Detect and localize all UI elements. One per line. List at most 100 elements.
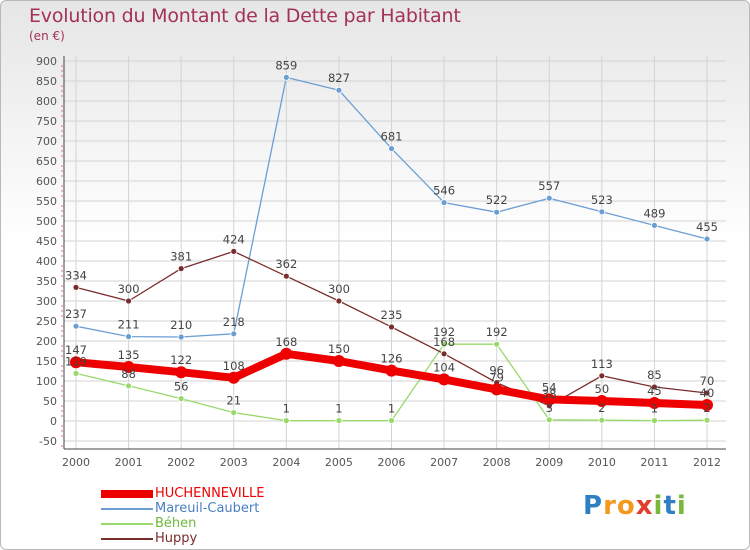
data-label: 40 xyxy=(700,386,715,400)
data-point xyxy=(493,208,501,216)
y-tick-label: 750 xyxy=(36,115,57,128)
data-label: 56 xyxy=(174,380,189,394)
data-label: 54 xyxy=(542,380,557,394)
y-tick-label: 400 xyxy=(36,255,57,268)
logo-letter: r xyxy=(603,491,617,521)
data-point xyxy=(282,74,290,81)
y-tick-label: 650 xyxy=(36,155,57,168)
data-point xyxy=(598,208,606,216)
data-label: 3 xyxy=(546,401,553,415)
logo-letter: t xyxy=(663,491,677,521)
data-label: 1 xyxy=(283,402,290,416)
y-tick-label: 0 xyxy=(50,415,57,428)
data-label: 135 xyxy=(118,348,140,362)
x-tick-label: 2005 xyxy=(325,456,353,469)
data-label: 119 xyxy=(65,354,87,368)
data-point xyxy=(230,247,238,255)
data-label: 522 xyxy=(486,193,508,207)
data-label: 237 xyxy=(65,307,87,321)
data-point xyxy=(335,86,343,94)
x-tick-label: 2003 xyxy=(220,456,248,469)
data-label: 147 xyxy=(65,343,87,357)
data-label: 218 xyxy=(223,315,245,329)
x-tick-label: 2001 xyxy=(115,456,143,469)
data-label: 38 xyxy=(542,387,557,401)
y-tick-label: 800 xyxy=(36,95,57,108)
y-tick-label: 700 xyxy=(36,135,57,148)
data-point xyxy=(701,399,713,411)
data-point xyxy=(703,235,711,243)
x-tick-label: 2010 xyxy=(588,456,616,469)
data-label: 489 xyxy=(643,206,665,220)
y-tick-label: 900 xyxy=(36,55,57,68)
chart-subtitle: (en €) xyxy=(29,29,65,43)
data-label: 211 xyxy=(118,318,140,332)
data-label: 2 xyxy=(598,401,605,415)
data-label: 96 xyxy=(489,364,504,378)
data-label: 827 xyxy=(328,71,350,85)
data-point xyxy=(543,393,556,406)
data-point xyxy=(388,417,395,425)
data-point xyxy=(70,356,82,369)
data-point xyxy=(598,372,606,380)
data-point xyxy=(175,366,188,379)
data-label: 192 xyxy=(433,325,455,339)
data-label: 334 xyxy=(65,268,87,282)
y-tick-label: 500 xyxy=(36,215,57,228)
x-tick-label: 2004 xyxy=(272,456,300,469)
data-label: 681 xyxy=(381,130,403,144)
data-label: 21 xyxy=(226,394,241,408)
legend-label-behen: Béhen xyxy=(155,516,197,531)
data-point xyxy=(385,364,398,377)
data-label: 1 xyxy=(335,402,342,416)
y-tick-label: 300 xyxy=(36,295,57,308)
data-point xyxy=(490,383,503,396)
data-label: 45 xyxy=(647,384,662,398)
data-point xyxy=(72,322,80,330)
data-label: 168 xyxy=(433,335,455,349)
y-tick-label: -50 xyxy=(39,435,57,448)
data-point xyxy=(440,340,448,348)
data-point xyxy=(598,416,606,424)
logo-letter: o xyxy=(616,491,636,521)
data-point xyxy=(595,395,608,407)
data-label: 122 xyxy=(170,353,192,367)
data-point xyxy=(122,361,135,373)
data-point xyxy=(545,194,553,202)
y-tick-label: 350 xyxy=(36,275,57,288)
data-label: 108 xyxy=(223,359,245,373)
data-label: 85 xyxy=(647,368,662,382)
x-tick-label: 2012 xyxy=(693,456,721,469)
x-tick-label: 2009 xyxy=(535,456,563,469)
x-tick-label: 2007 xyxy=(430,456,458,469)
data-label: 1 xyxy=(388,402,395,416)
legend-label-huchenneville: HUCHENNEVILLE xyxy=(155,486,265,501)
y-tick-label: 600 xyxy=(36,175,57,188)
data-label: 2 xyxy=(703,401,710,415)
chart-title: Evolution du Montant de la Dette par Hab… xyxy=(29,5,461,27)
data-label: 300 xyxy=(328,282,350,296)
data-label: 859 xyxy=(275,58,297,72)
y-tick-label: 100 xyxy=(36,375,57,388)
data-point xyxy=(230,409,238,417)
data-point xyxy=(280,347,293,360)
data-point xyxy=(440,199,448,207)
data-point xyxy=(72,369,80,377)
legend-swatch-huchenneville xyxy=(101,490,153,498)
logo-letter: i xyxy=(676,491,687,521)
data-point xyxy=(177,333,185,341)
data-label: 126 xyxy=(381,352,403,366)
logo-letter: i xyxy=(653,491,664,521)
data-point xyxy=(332,355,345,367)
x-tick-label: 2011 xyxy=(640,456,668,469)
data-label: 1 xyxy=(651,402,658,416)
data-label: 424 xyxy=(223,232,245,246)
legend-label-mareuil-caubert: Mareuil-Caubert xyxy=(155,501,260,516)
y-tick-label: 850 xyxy=(36,75,57,88)
data-label: 455 xyxy=(696,220,718,234)
logo-letter: P xyxy=(583,491,604,521)
data-point xyxy=(125,297,132,305)
data-point xyxy=(703,416,711,424)
logo-letter: x xyxy=(635,491,654,521)
legend-label-huppy: Huppy xyxy=(155,531,198,546)
